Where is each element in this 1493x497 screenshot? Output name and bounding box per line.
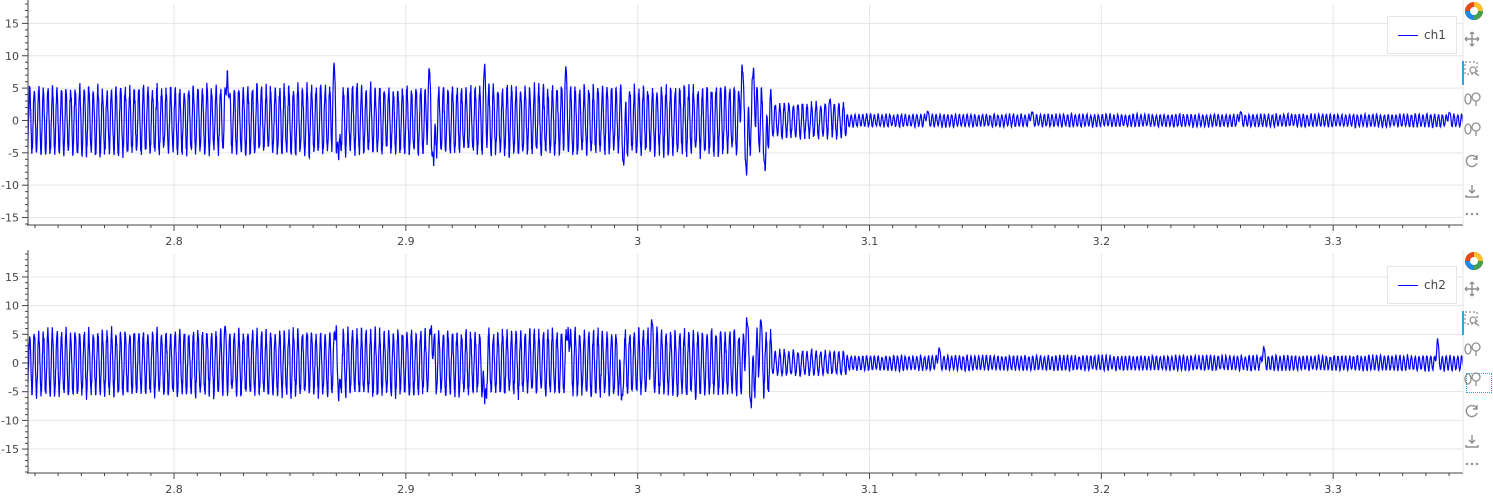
pan-tool[interactable] (1464, 281, 1493, 305)
legend-swatch-ch2 (1398, 284, 1418, 286)
x-tick-label: 3.1 (861, 483, 879, 496)
series-line-ch1 (27, 62, 1464, 176)
x-tick-label: 2.8 (165, 235, 183, 248)
legend-label-ch2: ch2 (1424, 278, 1446, 292)
y-tick-label: 0 (12, 114, 19, 127)
save-tool[interactable] (1464, 183, 1493, 207)
x-tick-label: 2.9 (397, 483, 415, 496)
legend-swatch-ch1 (1398, 34, 1418, 36)
toolbar (1462, 250, 1493, 480)
more-tool[interactable] (1464, 460, 1493, 484)
y-tick-label: -5 (8, 386, 19, 399)
plot-panel-ch1: 15 10 5 0 -5 -10 -15 2.8 2.9 3 3.1 3.2 3.3 ch1 (0, 0, 1493, 248)
x-tick-label: 3 (634, 235, 641, 248)
x-tick-label: 2.8 (165, 483, 183, 496)
y-tick-label: -15 (1, 443, 19, 456)
bokeh-logo-tool (1464, 251, 1493, 275)
plot-ch2[interactable]: 15 10 5 0 -5 -10 -15 2.8 2.9 3 3.1 3.2 3.3 (0, 250, 1493, 497)
legend-label-ch1: ch1 (1424, 28, 1446, 42)
reset-tool[interactable] (1464, 403, 1493, 427)
y-tick-label: -5 (8, 147, 19, 160)
y-tick-label: 5 (12, 328, 19, 341)
pan-tool[interactable] (1464, 31, 1493, 55)
more-tool[interactable] (1464, 210, 1493, 234)
x-tick-label: 3.3 (1324, 483, 1342, 496)
y-tick-label: 10 (5, 50, 19, 63)
box-zoom-tool[interactable] (1462, 311, 1493, 335)
x-tick-label: 3.1 (861, 235, 879, 248)
x-axis: 2.8 2.9 3 3.1 3.2 3.3 (27, 224, 1463, 248)
y-tick-label: 15 (5, 17, 19, 30)
y-tick-label: -15 (1, 212, 19, 225)
y-tick-label: 5 (12, 82, 19, 95)
x-tick-label: 3.2 (1093, 483, 1111, 496)
save-tool[interactable] (1464, 433, 1493, 457)
y-tick-label: 10 (5, 300, 19, 313)
wheel-zoom-y-tool[interactable] (1464, 121, 1493, 145)
legend: ch1 (1387, 16, 1457, 54)
bokeh-logo-tool (1464, 1, 1493, 25)
wheel-zoom-x-tool[interactable] (1464, 341, 1493, 365)
x-tick-label: 2.9 (397, 235, 415, 248)
x-axis: 2.8 2.9 3 3.1 3.2 3.3 (27, 472, 1463, 496)
y-tick-label: -10 (1, 414, 19, 427)
y-tick-label: 15 (5, 271, 19, 284)
wheel-zoom-y-tool[interactable] (1464, 371, 1493, 395)
wheel-zoom-x-tool[interactable] (1464, 91, 1493, 115)
y-tick-label: -10 (1, 179, 19, 192)
y-axis: 15 10 5 0 -5 -10 -15 (1, 0, 29, 225)
legend: ch2 (1387, 266, 1457, 304)
y-axis: 15 10 5 0 -5 -10 -15 (1, 250, 29, 473)
reset-tool[interactable] (1464, 153, 1493, 177)
toolbar (1462, 0, 1493, 230)
x-tick-label: 3.2 (1093, 235, 1111, 248)
x-tick-label: 3 (634, 483, 641, 496)
plot-panel-ch2: 15 10 5 0 -5 -10 -15 2.8 2.9 3 3.1 3.2 3.3 ch2 (0, 250, 1493, 497)
y-tick-label: 0 (12, 357, 19, 370)
grid (28, 4, 1463, 224)
box-zoom-tool[interactable] (1462, 61, 1493, 85)
plot-ch1[interactable]: 15 10 5 0 -5 -10 -15 2.8 2.9 3 3.1 3.2 3.3 (0, 0, 1493, 248)
x-tick-label: 3.3 (1324, 235, 1342, 248)
series-line-ch2 (27, 317, 1464, 409)
